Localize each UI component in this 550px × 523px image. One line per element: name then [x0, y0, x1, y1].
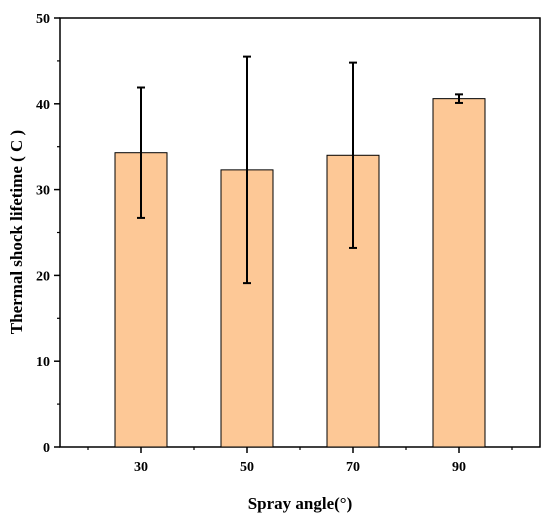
x-tick-label-30: 30 [134, 460, 148, 475]
x-tick-label-70: 70 [346, 460, 360, 475]
x-axis-title: Spray angle(°) [248, 494, 353, 513]
y-axis: 0 10 20 30 40 50 [36, 12, 60, 456]
y-tick-label-10: 10 [36, 355, 50, 370]
y-tick-label-50: 50 [36, 12, 50, 27]
x-axis: 30 50 70 90 [87, 447, 513, 475]
y-tick-label-40: 40 [36, 98, 50, 113]
error-bars [137, 55, 463, 285]
bar-90 [432, 98, 486, 448]
x-tick-label-50: 50 [240, 460, 254, 475]
x-tick-label-90: 90 [452, 460, 466, 475]
y-axis-title: Thermal shock lifetime ( C ) [7, 130, 26, 334]
y-tick-label-20: 20 [36, 269, 50, 284]
bar-series [114, 98, 486, 448]
y-tick-label-30: 30 [36, 184, 50, 199]
y-tick-label-0: 0 [43, 441, 50, 456]
